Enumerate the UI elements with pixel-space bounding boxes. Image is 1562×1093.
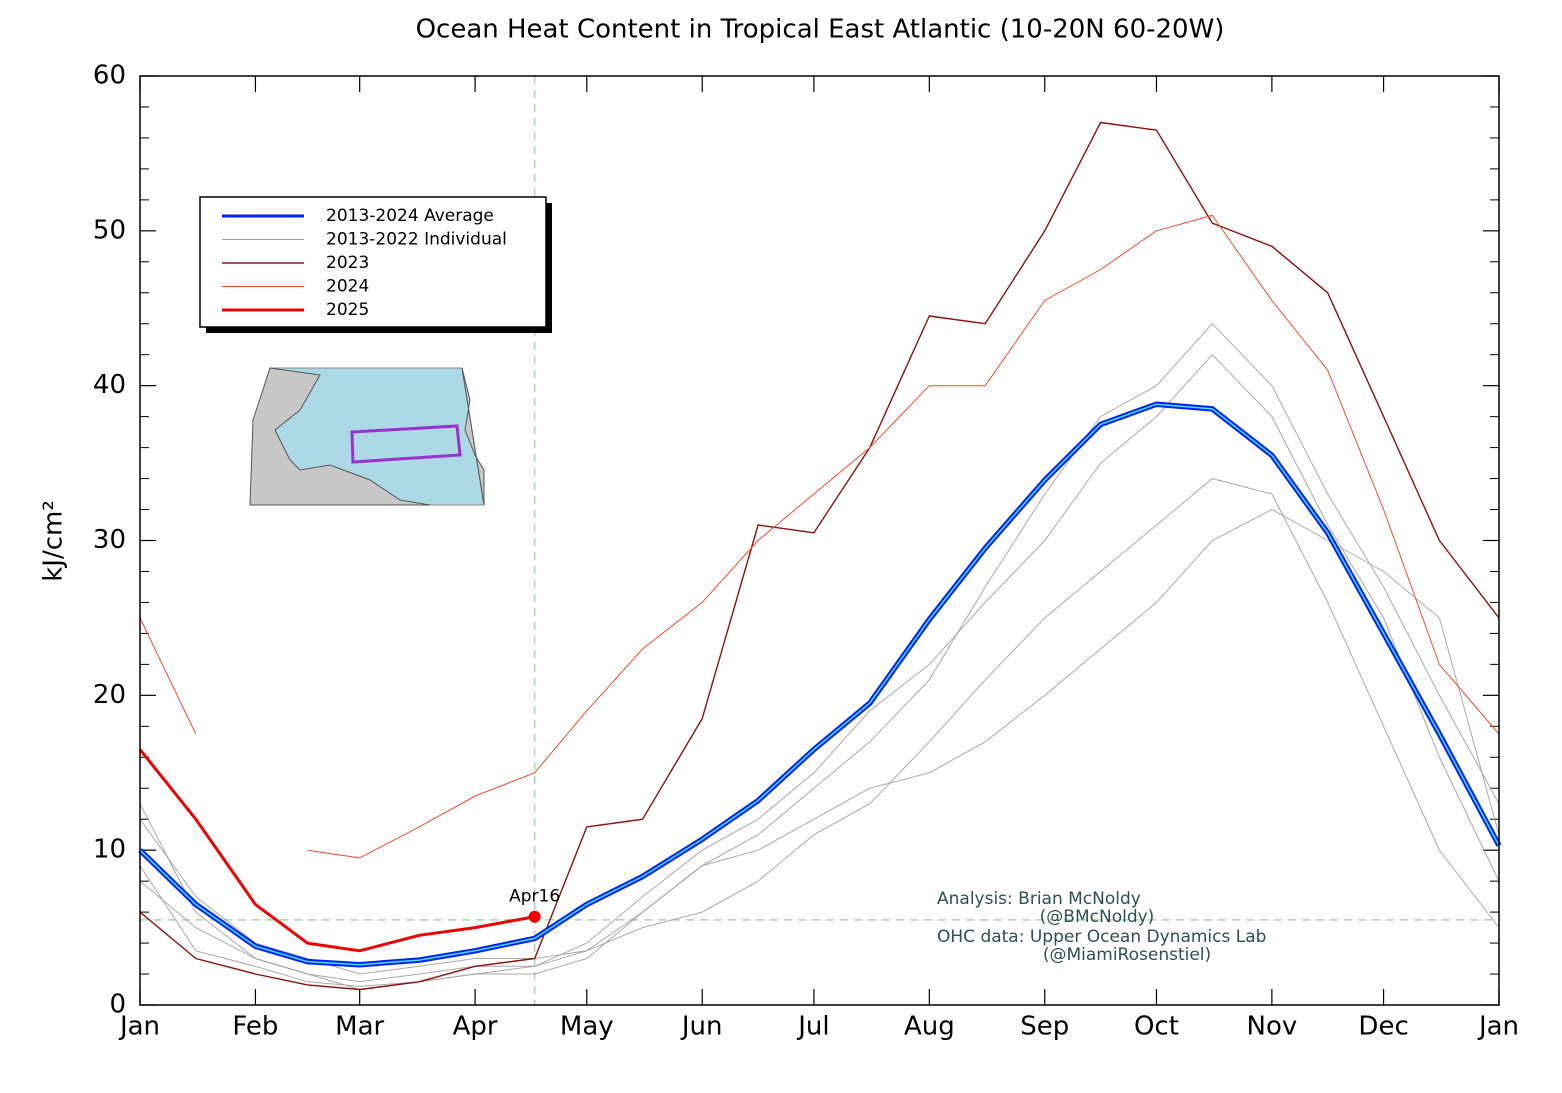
individual-line [139, 478, 1500, 975]
legend-label: 2023 [326, 253, 369, 273]
legend-label: 2013-2022 Individual [326, 230, 507, 250]
x-tick-label: Apr [453, 1012, 498, 1042]
x-tick-label: Aug [904, 1012, 955, 1042]
chart-title: Ocean Heat Content in Tropical East Atla… [416, 15, 1225, 45]
annotation: (@BMcNoldy) [1040, 907, 1155, 927]
legend: 2013-2024 Average 2013-2022 Individual 202… [199, 196, 552, 333]
legend-label: 2025 [326, 300, 369, 320]
map-land [249, 367, 431, 506]
individual-line [139, 508, 1500, 987]
individual-line [139, 353, 1500, 983]
map-inset [249, 367, 485, 506]
series-line [139, 214, 1500, 859]
current-label: Apr16 [509, 887, 560, 907]
y-tick-label: 30 [93, 525, 126, 555]
x-tick-label: Nov [1247, 1012, 1298, 1042]
y-tick-label: 60 [93, 61, 126, 91]
x-tick-label: Jun [680, 1012, 723, 1042]
y-tick-label: 0 [109, 990, 126, 1020]
current-point [528, 910, 541, 923]
x-tick-label: Sep [1020, 1012, 1069, 1042]
x-tick-label: Dec [1358, 1012, 1408, 1042]
annotation: (@MiamiRosenstiel) [1043, 945, 1211, 965]
map-land-africa [461, 367, 485, 506]
x-tick-label: May [560, 1012, 614, 1042]
y-tick-label: 40 [93, 370, 126, 400]
y-tick-label: 20 [93, 680, 126, 710]
map-region-box [350, 424, 462, 464]
legend-box [199, 196, 547, 328]
legend-label: 2013-2024 Average [326, 206, 494, 226]
series-line [138, 748, 535, 953]
x-tick-label: Mar [335, 1012, 384, 1042]
plot-frame [139, 75, 1500, 1006]
series-line-highlight [139, 403, 1500, 966]
x-tick-label: Jul [796, 1012, 829, 1042]
x-tick-label: Oct [1134, 1012, 1179, 1042]
x-tick-label: Feb [232, 1012, 278, 1042]
series-line [139, 121, 1500, 991]
x-tick-label: Jan [118, 1012, 160, 1042]
x-tick-label: Jan [1477, 1012, 1519, 1042]
y-axis-label: kJ/cm² [39, 500, 69, 582]
legend-label: 2024 [326, 277, 369, 297]
annotation: Analysis: Brian McNoldy [937, 889, 1141, 909]
y-tick-label: 50 [93, 215, 126, 245]
annotation: OHC data: Upper Ocean Dynamics Lab [937, 927, 1266, 947]
y-tick-label: 10 [93, 835, 126, 865]
